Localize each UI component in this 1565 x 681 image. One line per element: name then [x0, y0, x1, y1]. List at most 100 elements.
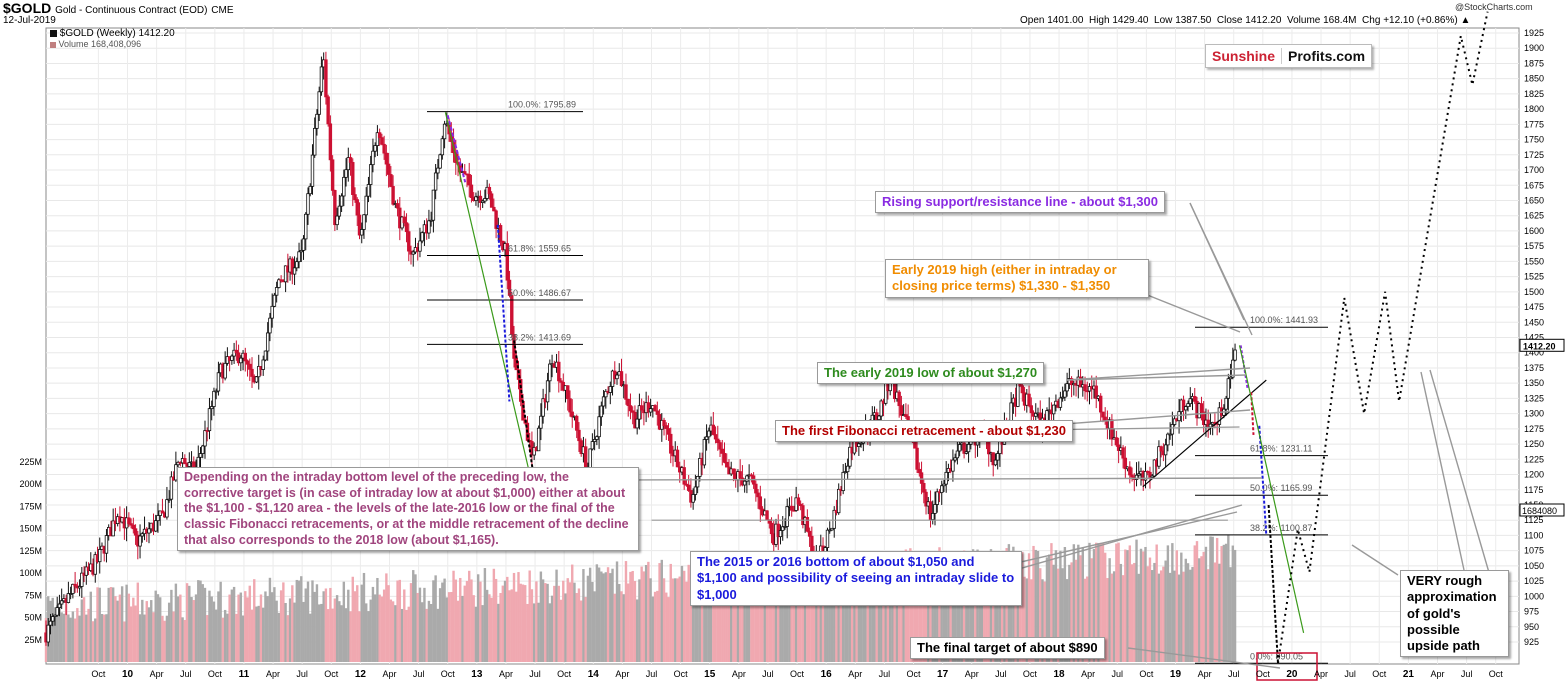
- volume-bar: [1047, 554, 1051, 662]
- candle-body: [832, 509, 836, 529]
- volume-bar: [262, 607, 265, 662]
- volume-bar: [667, 597, 670, 662]
- volume-bar: [485, 589, 489, 662]
- volume-bar: [604, 572, 608, 662]
- volume-bar: [770, 584, 773, 662]
- time-tick-label: Jul: [995, 669, 1007, 679]
- volume-bar: [1072, 544, 1076, 662]
- symbol: $GOLD: [3, 0, 52, 16]
- candle-body: [489, 193, 494, 208]
- volume-bar: [958, 581, 961, 662]
- volume-bar: [850, 553, 854, 662]
- volume-bar: [774, 579, 778, 662]
- price-tick-label: 1050: [1524, 561, 1544, 571]
- price-tick-label: 1725: [1524, 150, 1544, 160]
- price-tick-label: 1750: [1524, 135, 1544, 145]
- volume-bar: [537, 602, 540, 662]
- change-value: +12.10 (+0.86%): [1383, 15, 1458, 26]
- candle-body: [877, 415, 881, 421]
- volume-bar: [700, 585, 704, 662]
- volume-bar: [89, 591, 92, 662]
- volume-bar: [882, 553, 885, 662]
- candle-body: [624, 384, 628, 400]
- volume-bar: [1103, 552, 1107, 662]
- candle-body: [1233, 349, 1237, 361]
- volume-bar: [1168, 572, 1172, 662]
- candle-body: [1177, 411, 1181, 422]
- volume-bar: [826, 573, 829, 662]
- volume-bar: [264, 591, 267, 662]
- candle-body: [59, 600, 64, 605]
- candle-body: [467, 174, 471, 186]
- volume-bar: [1180, 552, 1183, 662]
- candle-body: [310, 154, 315, 187]
- volume-bar: [577, 588, 581, 662]
- volume-bar: [797, 580, 800, 662]
- volume-bar: [714, 579, 717, 662]
- candle-body: [210, 406, 214, 410]
- volume-bar: [194, 594, 198, 662]
- candle-body: [223, 362, 227, 379]
- volume-bar: [284, 602, 287, 662]
- callout-bottom-b: [1007, 504, 1243, 573]
- volume-bar: [414, 574, 417, 662]
- candle-body: [1166, 433, 1170, 446]
- volume-bar: [649, 578, 652, 662]
- candle-body: [626, 398, 630, 407]
- volume-bar: [293, 602, 296, 662]
- volume-bar: [461, 595, 464, 662]
- candle-body: [133, 528, 138, 536]
- volume-bar: [779, 577, 782, 662]
- volume-bar: [512, 572, 516, 662]
- volume-bar: [183, 619, 187, 662]
- candle-body: [1159, 446, 1163, 452]
- volume-bar: [586, 575, 590, 662]
- volume-bar: [884, 569, 887, 662]
- candle-body: [516, 369, 521, 380]
- volume-bar: [824, 552, 827, 662]
- candle-body: [1163, 444, 1168, 456]
- logo-part-2: Profits.com: [1288, 48, 1366, 64]
- volume-bar: [606, 567, 610, 662]
- fib-2019-label: 100.0%: 1441.93: [1250, 315, 1318, 325]
- candle-body: [353, 194, 357, 201]
- volume-bar: [622, 594, 625, 662]
- volume-bar: [270, 592, 274, 662]
- candle-body: [1060, 396, 1065, 399]
- volume-bar: [78, 615, 81, 662]
- candle-body: [389, 174, 393, 187]
- candle-body: [364, 195, 368, 216]
- close-value: 1412.20: [1245, 15, 1282, 26]
- volume-bar: [391, 601, 395, 662]
- candle-body: [935, 491, 939, 505]
- volume-bar: [859, 579, 863, 662]
- volume-bar: [635, 599, 639, 662]
- candle-body: [510, 295, 514, 335]
- volume-bar: [895, 560, 899, 662]
- volume-bar: [60, 612, 63, 662]
- time-tick-label: Jul: [413, 669, 425, 679]
- candle-body: [595, 436, 599, 440]
- time-tick-label: Jul: [1112, 669, 1124, 679]
- low-value: 1387.50: [1175, 15, 1212, 26]
- volume-bar: [1222, 544, 1226, 662]
- price-tick-label: 1000: [1524, 591, 1544, 601]
- candle-body: [66, 593, 71, 603]
- volume-bar: [1124, 549, 1127, 662]
- volume-bar: [114, 596, 117, 662]
- volume-bar: [237, 594, 240, 662]
- candle-body: [1051, 404, 1056, 415]
- volume-bar: [275, 600, 278, 662]
- volume-bar: [358, 611, 361, 662]
- candle-body: [261, 359, 265, 370]
- candle-body: [922, 482, 926, 493]
- candle-body: [431, 189, 436, 221]
- volume-bar: [326, 609, 330, 662]
- candle-body: [187, 462, 192, 467]
- price-tick-label: 1375: [1524, 363, 1544, 373]
- volume-bar: [980, 563, 984, 662]
- volume-bar: [87, 608, 90, 662]
- volume-bar: [745, 579, 749, 662]
- time-tick-label: Jul: [646, 669, 658, 679]
- volume-bar: [736, 577, 740, 662]
